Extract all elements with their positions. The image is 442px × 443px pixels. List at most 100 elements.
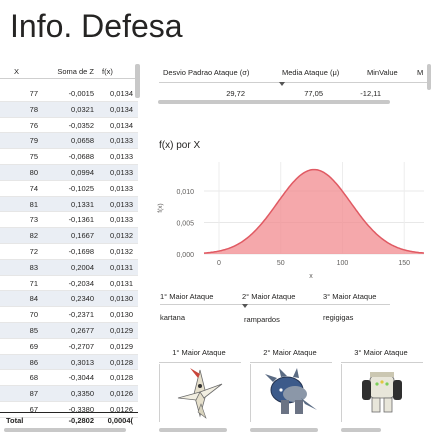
table-row[interactable]: 67 -0,3380 0,0126 <box>0 402 138 418</box>
row-x: 72 <box>29 246 38 256</box>
slicer-value-3[interactable]: regigigas <box>323 313 354 322</box>
row-soma-z: 0,0658 <box>71 136 94 146</box>
table-row[interactable]: 77 -0,0015 0,0134 <box>0 86 138 102</box>
row-soma-z: 0,3013 <box>71 357 94 367</box>
sort-desc-icon[interactable] <box>242 304 248 308</box>
row-soma-z: -0,0352 <box>68 120 94 130</box>
row-x: 87 <box>29 389 38 399</box>
chart-title: f(x) por X <box>159 140 201 151</box>
row-soma-z: -0,0688 <box>68 152 94 162</box>
row-x: 71 <box>29 278 38 288</box>
row-soma-z: -0,1025 <box>68 183 94 193</box>
table-row[interactable]: 75 -0,0688 0,0133 <box>0 149 138 165</box>
table-row[interactable]: 74 -0,1025 0,0133 <box>0 181 138 197</box>
row-x: 84 <box>29 294 38 304</box>
card-hscroll[interactable] <box>341 428 381 432</box>
row-x: 78 <box>29 104 38 114</box>
table-row[interactable]: 82 0,1667 0,0132 <box>0 228 138 244</box>
slicer-header-3[interactable]: 3° Maior Ataque <box>323 292 377 301</box>
header-minvalue[interactable]: MinValue <box>367 68 398 77</box>
slicer-divider <box>160 304 390 305</box>
row-fx: 0,0133 <box>110 136 133 146</box>
fx-line[interactable] <box>203 168 424 254</box>
table-row[interactable]: 83 0,2004 0,0131 <box>0 259 138 276</box>
header-desvio-padrao[interactable]: Desvio Padrao Ataque (σ) <box>163 68 250 77</box>
kartana-pokemon-image <box>159 364 240 422</box>
table-row[interactable]: 73 -0,1361 0,0133 <box>0 212 138 229</box>
row-soma-z: 0,0994 <box>71 167 94 177</box>
card-title: 2° Maior Ataque <box>263 348 317 357</box>
table-row[interactable]: 69 -0,2707 0,0129 <box>0 339 138 355</box>
table-row[interactable]: 76 -0,0352 0,0134 <box>0 118 138 134</box>
row-fx: 0,0133 <box>110 152 133 162</box>
stats-table-header: Desvio Padrao Ataque (σ) Media Ataque (μ… <box>159 62 429 83</box>
slicer-value-1[interactable]: kartana <box>160 313 186 322</box>
table-row[interactable]: 68 -0,3044 0,0128 <box>0 370 138 387</box>
x-tick-label: 0 <box>217 260 221 267</box>
table-row[interactable]: 70 -0,2371 0,0130 <box>0 307 138 323</box>
header-m[interactable]: M <box>417 68 424 77</box>
row-soma-z: -0,3044 <box>68 373 94 383</box>
card-title: 1° Maior Ataque <box>172 348 226 357</box>
table-row[interactable]: 87 0,3350 0,0126 <box>0 386 138 402</box>
header-media-ataque[interactable]: Media Ataque (μ) <box>282 68 340 77</box>
table-row[interactable]: 85 0,2677 0,0129 <box>0 322 138 339</box>
slicer-header-2[interactable]: 2° Maior Ataque <box>242 292 296 301</box>
card-hscroll[interactable] <box>250 428 318 432</box>
table-row[interactable]: 79 0,0658 0,0133 <box>0 133 138 150</box>
row-soma-z: -0,2707 <box>68 341 94 351</box>
header-soma-z[interactable]: Soma de Z <box>57 67 94 76</box>
slicer-header-1[interactable]: 1° Maior Ataque <box>160 292 214 301</box>
card-divider <box>159 362 241 363</box>
row-x: 85 <box>29 325 38 335</box>
row-x: 76 <box>29 120 38 130</box>
row-soma-z: -0,2034 <box>68 278 94 288</box>
regigigas-pokemon-image <box>341 364 422 422</box>
header-fx[interactable]: f(x) <box>102 67 113 76</box>
left-table-body: 77 -0,0015 0,0134 78 0,0321 0,0134 76 -0,0352 0,… <box>0 86 138 418</box>
slicer-value-2[interactable]: rampardos <box>244 315 280 324</box>
left-table-vscroll[interactable] <box>135 64 140 98</box>
row-fx: 0,0126 <box>110 389 133 399</box>
total-label: Total <box>6 416 24 425</box>
table-row[interactable]: 81 0,1331 0,0133 <box>0 196 138 213</box>
row-soma-z: 0,1667 <box>71 231 94 241</box>
row-soma-z: 0,1331 <box>71 199 94 209</box>
left-table-hscroll[interactable] <box>4 428 126 432</box>
y-tick-label: 0,005 <box>176 220 194 227</box>
row-fx: 0,0134 <box>110 104 133 114</box>
stats-table: Desvio Padrao Ataque (σ) Media Ataque (μ… <box>159 62 429 102</box>
row-fx: 0,0128 <box>110 357 133 367</box>
table-total-row: Total -0,2802 0,0004( <box>0 412 138 427</box>
table-row[interactable]: 80 0,0994 0,0133 <box>0 164 138 181</box>
table-row[interactable]: 86 0,3013 0,0128 <box>0 354 138 371</box>
row-fx: 0,0134 <box>110 120 133 130</box>
fx-area[interactable] <box>204 169 424 254</box>
sort-desc-icon[interactable] <box>279 82 285 86</box>
stats-table-vscroll[interactable] <box>427 64 431 90</box>
total-fx: 0,0004( <box>107 416 133 425</box>
table-row[interactable]: 71 -0,2034 0,0131 <box>0 276 138 292</box>
card-divider <box>341 362 423 363</box>
card-hscroll[interactable] <box>159 428 227 432</box>
row-x: 75 <box>29 152 38 162</box>
row-x: 70 <box>29 310 38 320</box>
page-title: Info. Defesa <box>10 8 183 44</box>
row-x: 74 <box>29 183 38 193</box>
rampardos-pokemon-image <box>250 364 331 422</box>
table-row[interactable]: 84 0,2340 0,0130 <box>0 291 138 308</box>
row-soma-z: -0,1361 <box>68 215 94 225</box>
table-row[interactable]: 78 0,0321 0,0134 <box>0 101 138 118</box>
left-table-header: X Soma de Z f(x) <box>0 62 138 79</box>
row-fx: 0,0133 <box>110 183 133 193</box>
x-tick-label: 150 <box>398 260 410 267</box>
row-fx: 0,0132 <box>110 246 133 256</box>
header-x[interactable]: X <box>14 67 20 76</box>
row-fx: 0,0133 <box>110 199 133 209</box>
row-fx: 0,0126 <box>110 404 133 414</box>
row-x: 81 <box>29 199 38 209</box>
stats-table-hscroll[interactable] <box>158 100 390 104</box>
table-row[interactable]: 72 -0,1698 0,0132 <box>0 244 138 260</box>
row-fx: 0,0129 <box>110 341 133 351</box>
row-x: 77 <box>29 89 38 98</box>
